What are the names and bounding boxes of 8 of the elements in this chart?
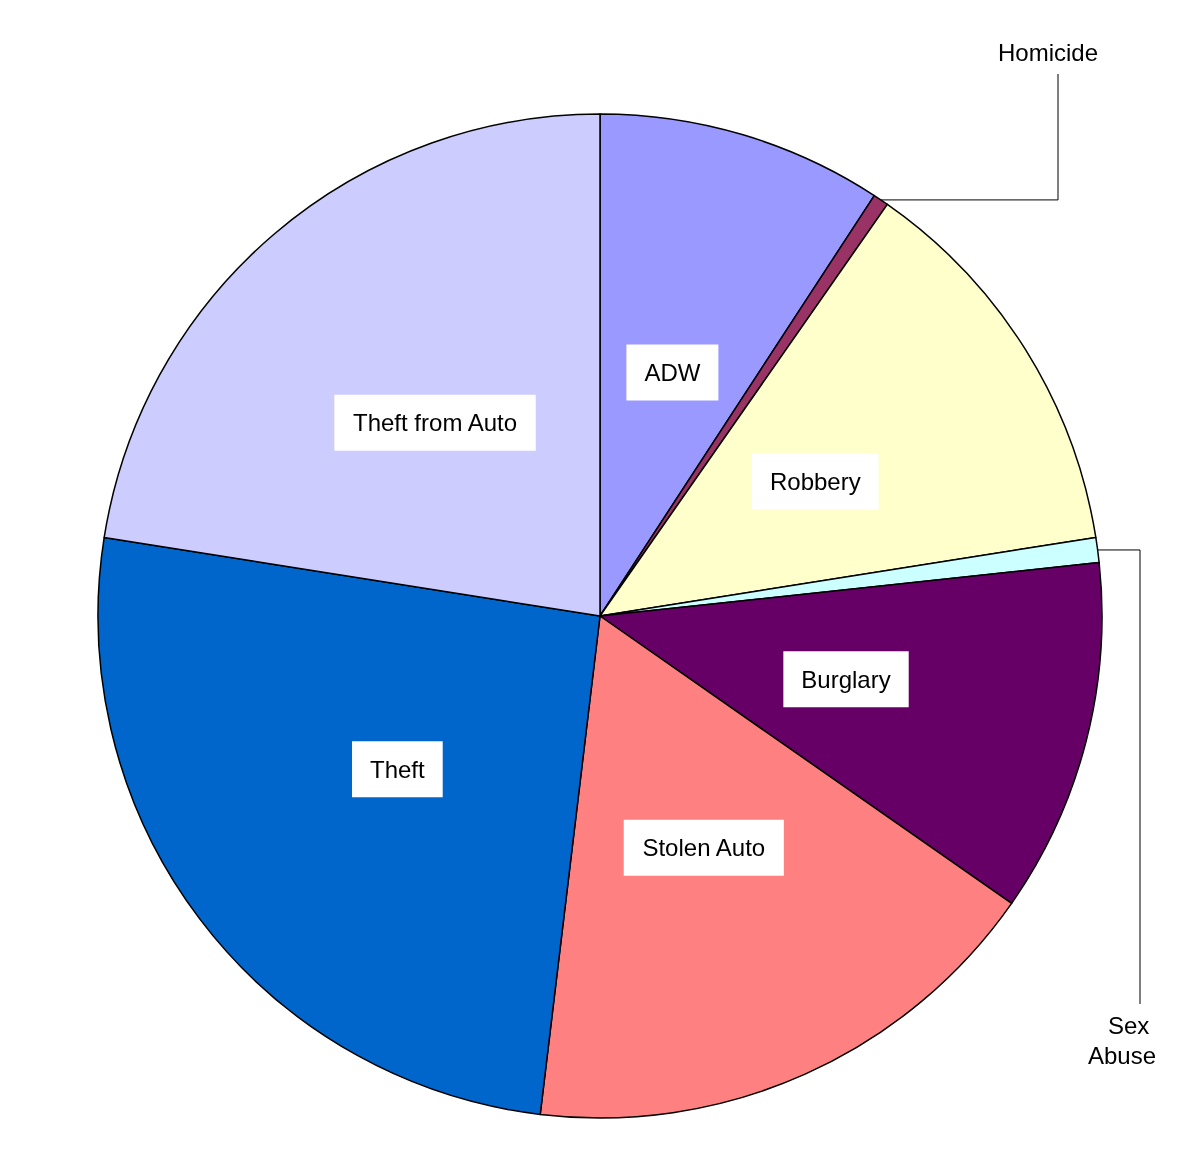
slice-label: ADW [644,359,701,387]
slice-label: Theft [370,755,426,783]
slice-label: Robbery [769,467,861,495]
slice-label: Homicide [997,38,1099,66]
slice-label: Stolen Auto [642,834,766,862]
slice-label: Theft from Auto [353,409,518,437]
slice-label: Burglary [801,665,891,693]
slice-label: Sex Abuse [1087,1011,1156,1069]
